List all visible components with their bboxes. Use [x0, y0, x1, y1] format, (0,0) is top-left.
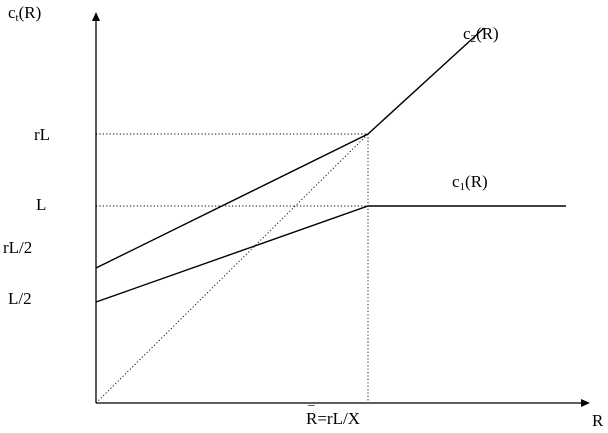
- c1-label-arg: (R): [465, 172, 488, 191]
- kink-label: R=rL/X: [306, 409, 360, 428]
- tick-label-rl-half: rL/2: [3, 238, 33, 257]
- c1-curve-label: c1(R): [452, 173, 488, 193]
- y-axis-label-subscript: t: [15, 12, 19, 24]
- c2-label-arg: (R): [476, 24, 499, 43]
- tick-label-l: L: [36, 195, 47, 214]
- c1-label-base: c: [452, 172, 460, 191]
- y-axis-label: ct(R): [8, 4, 41, 24]
- c1-curve: [95, 205, 566, 303]
- kink-label-bar: _: [308, 392, 315, 407]
- tick-label-l-half: L/2: [8, 289, 32, 308]
- tick-label-rl: rL: [34, 125, 51, 144]
- diagonal-guide-line: [95, 133, 369, 404]
- c2-curve: [95, 27, 485, 269]
- c1-label-subscript: 1: [459, 181, 466, 193]
- y-axis-label-base: c: [8, 3, 16, 22]
- y-axis-label-arg: (R): [18, 3, 42, 22]
- c2-label-subscript: 2: [470, 33, 477, 45]
- c2-label-base: c: [463, 24, 471, 43]
- c2-curve-label: c2(R): [463, 25, 499, 45]
- x-axis-label: R: [592, 411, 604, 430]
